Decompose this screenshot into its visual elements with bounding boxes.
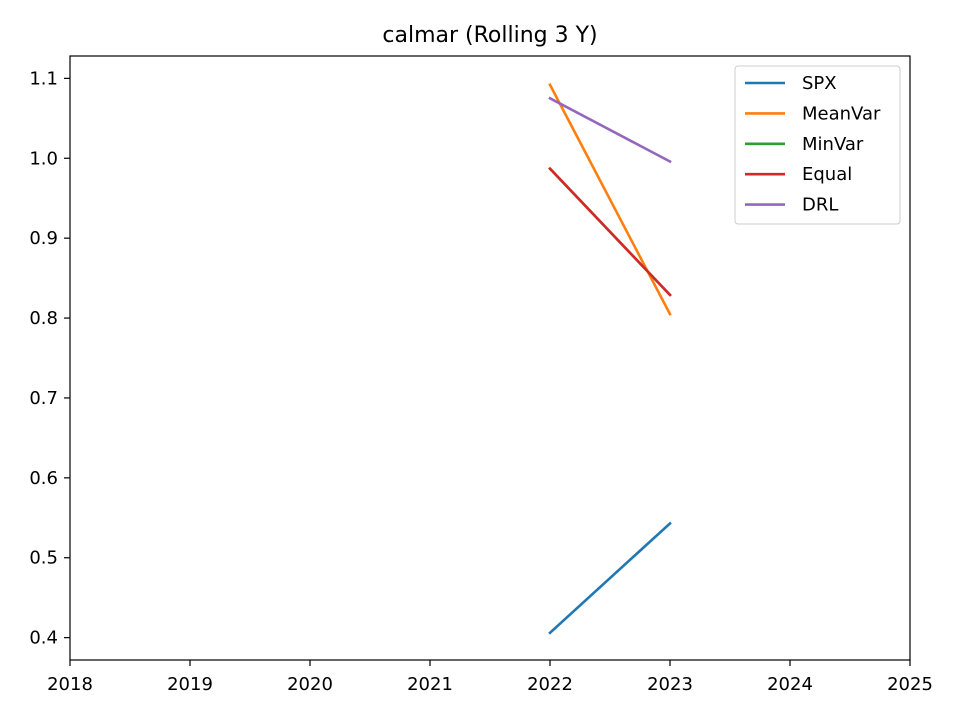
legend-label-equal: Equal (802, 164, 852, 185)
x-tick-label: 2025 (887, 674, 933, 695)
y-tick-label: 0.4 (29, 628, 58, 649)
series-line-meanvar (548, 83, 672, 316)
y-tick-label: 0.5 (29, 548, 58, 569)
x-tick-label: 2019 (167, 674, 213, 695)
x-tick-label: 2021 (407, 674, 453, 695)
legend: SPX MeanVar MinVar Equal DRL (734, 65, 901, 225)
y-tick-label: 1.0 (29, 148, 58, 169)
plot-lines (548, 83, 672, 635)
legend-label-spx: SPX (802, 73, 837, 94)
series-line-equal (548, 166, 672, 297)
series-line-spx (548, 521, 672, 635)
legend-label-meanvar: MeanVar (802, 103, 881, 124)
legend-label-minvar: MinVar (802, 134, 864, 155)
x-tick-label: 2018 (47, 674, 93, 695)
x-tick-label: 2022 (527, 674, 573, 695)
y-tick-label: 0.6 (29, 468, 58, 489)
series-line-drl (548, 96, 672, 164)
legend-box (734, 65, 901, 225)
x-tick-label: 2020 (287, 674, 333, 695)
y-tick-label: 0.7 (29, 388, 58, 409)
chart-title: calmar (Rolling 3 Y) (382, 23, 597, 48)
x-tick-label: 2023 (647, 674, 693, 695)
legend-label-drl: DRL (802, 195, 838, 216)
plot-frame (69, 55, 911, 661)
x-axis: 2018 2019 2020 2021 2022 2023 2024 2025 (47, 660, 933, 695)
y-axis: 0.4 0.5 0.6 0.7 0.8 0.9 1.0 1.1 (29, 68, 70, 649)
y-tick-label: 0.8 (29, 308, 58, 329)
x-tick-label: 2024 (767, 674, 813, 695)
y-tick-label: 0.9 (29, 228, 58, 249)
y-tick-label: 1.1 (29, 68, 58, 89)
